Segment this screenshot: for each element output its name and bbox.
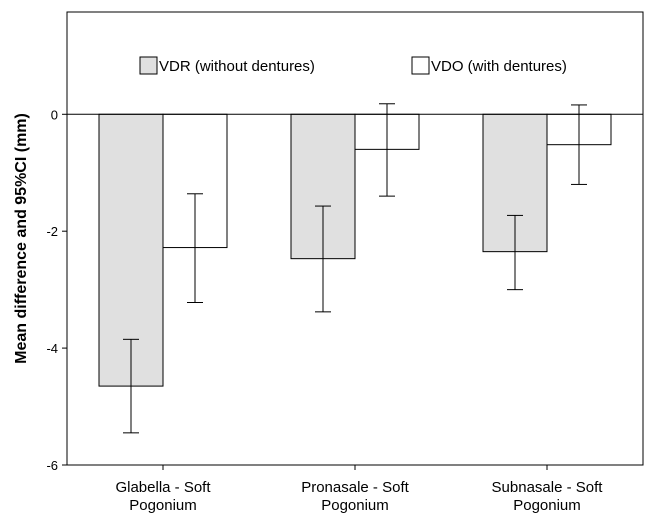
x-category-label: Pogonium xyxy=(513,497,581,514)
x-category-label: Pogonium xyxy=(321,497,389,514)
legend-label-vdr: VDR (without dentures) xyxy=(159,58,315,75)
legend-swatch-vdo xyxy=(411,56,430,75)
x-category-label: Pogonium xyxy=(129,497,197,514)
x-category-label: Glabella - Soft xyxy=(115,479,211,496)
error-bars-group xyxy=(123,103,587,434)
legend: VDR (without dentures) VDO (with denture… xyxy=(139,56,567,75)
y-tick-label: 0 xyxy=(51,107,58,122)
x-category-label: Subnasale - Soft xyxy=(492,479,604,496)
y-axis: 0 -2 -4 -6 xyxy=(46,107,67,473)
y-axis-title: Mean difference and 95%CI (mm) xyxy=(13,113,30,364)
y-tick-label: -6 xyxy=(46,458,58,473)
legend-label-vdo: VDO (with dentures) xyxy=(431,58,567,75)
bars-group xyxy=(67,113,643,387)
legend-swatch-vdr xyxy=(139,56,158,75)
x-category-label: Pronasale - Soft xyxy=(301,479,409,496)
y-tick-label: -2 xyxy=(46,224,58,239)
y-tick-label: -4 xyxy=(46,341,58,356)
